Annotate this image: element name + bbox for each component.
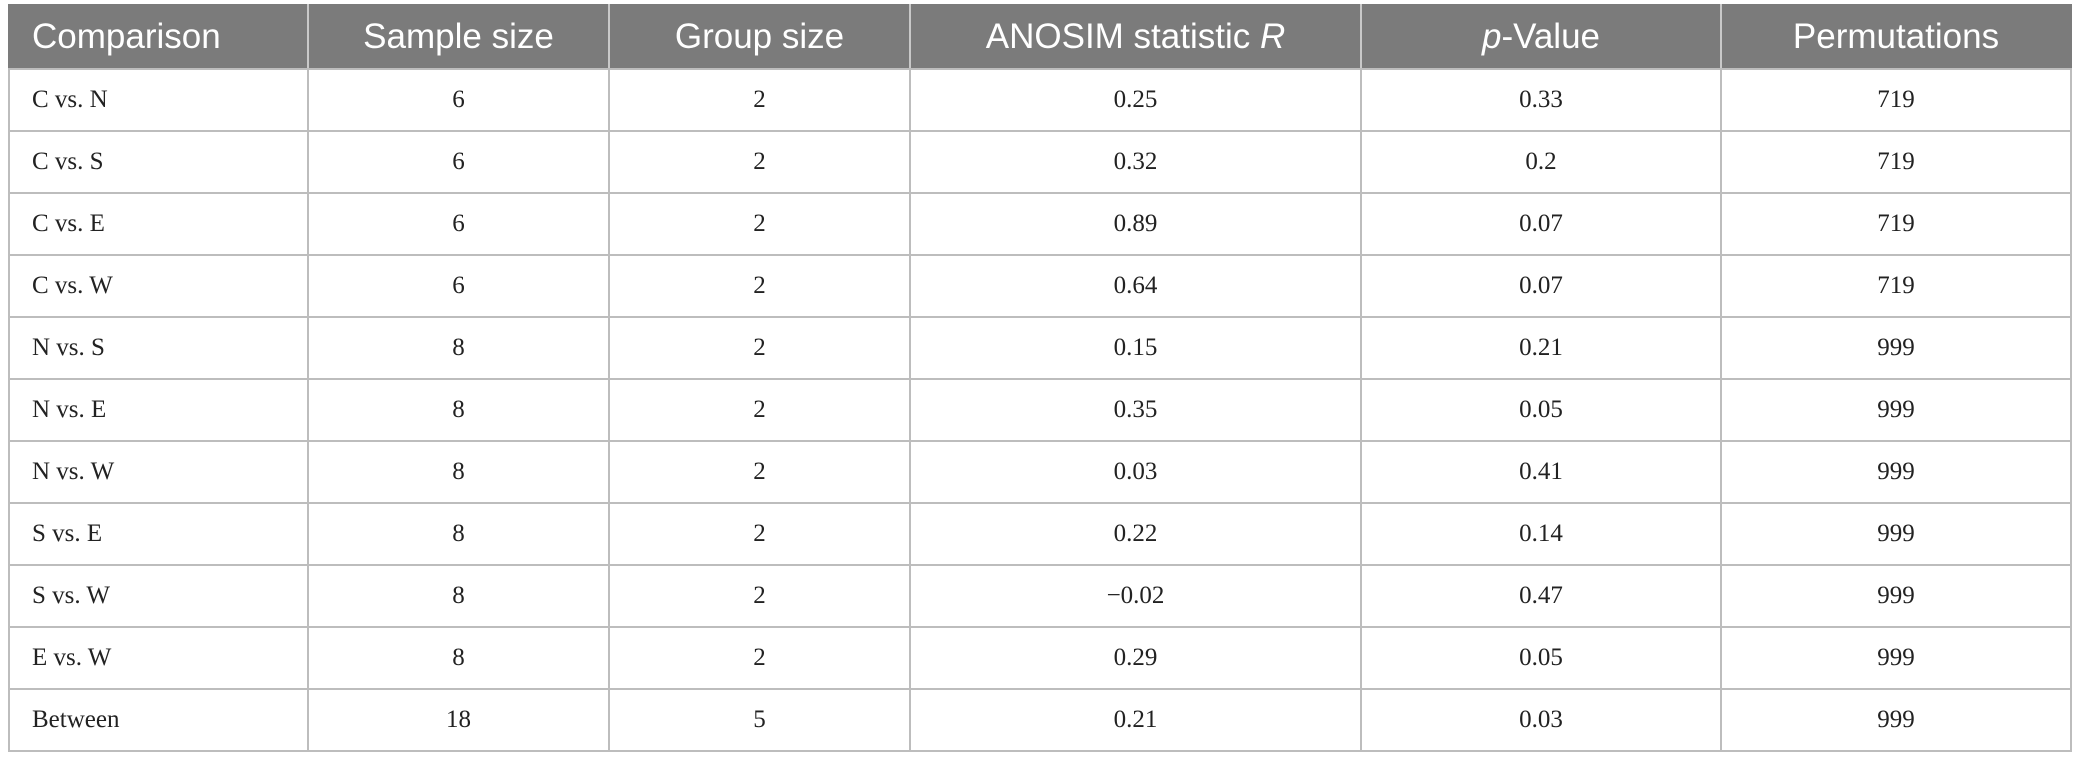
cell-sample-size: 6 bbox=[307, 192, 610, 256]
table-body: C vs. N 6 2 0.25 0.33 719 C vs. S 6 2 0.… bbox=[8, 68, 2072, 752]
cell-sample-size: 8 bbox=[307, 440, 610, 504]
cell-sample-size: 8 bbox=[307, 502, 610, 566]
cell-permutations: 999 bbox=[1720, 688, 2072, 752]
cell-permutations: 999 bbox=[1720, 626, 2072, 690]
cell-sample-size: 8 bbox=[307, 626, 610, 690]
cell-sample-size: 18 bbox=[307, 688, 610, 752]
cell-anosim-r: 0.29 bbox=[909, 626, 1362, 690]
cell-group-size: 2 bbox=[608, 378, 911, 442]
cell-group-size: 2 bbox=[608, 316, 911, 380]
cell-comparison: N vs. E bbox=[8, 378, 309, 442]
cell-p-value: 0.33 bbox=[1360, 68, 1722, 132]
cell-comparison: N vs. S bbox=[8, 316, 309, 380]
table-row: S vs. W 8 2 −0.02 0.47 999 bbox=[8, 564, 2072, 628]
cell-p-value: 0.41 bbox=[1360, 440, 1722, 504]
table-row: C vs. N 6 2 0.25 0.33 719 bbox=[8, 68, 2072, 132]
cell-group-size: 2 bbox=[608, 68, 911, 132]
cell-permutations: 999 bbox=[1720, 440, 2072, 504]
header-p-value-label: -Value bbox=[1501, 17, 1601, 56]
cell-p-value: 0.47 bbox=[1360, 564, 1722, 628]
cell-group-size: 2 bbox=[608, 502, 911, 566]
cell-sample-size: 6 bbox=[307, 130, 610, 194]
cell-comparison: E vs. W bbox=[8, 626, 309, 690]
cell-anosim-r: 0.22 bbox=[909, 502, 1362, 566]
cell-anosim-r: 0.89 bbox=[909, 192, 1362, 256]
header-row: Comparison Sample size Group size ANOSIM… bbox=[8, 4, 2072, 70]
cell-p-value: 0.21 bbox=[1360, 316, 1722, 380]
cell-p-value: 0.05 bbox=[1360, 626, 1722, 690]
cell-p-value: 0.05 bbox=[1360, 378, 1722, 442]
header-anosim-r: ANOSIM statistic R bbox=[909, 4, 1362, 70]
cell-sample-size: 8 bbox=[307, 316, 610, 380]
table-row: C vs. W 6 2 0.64 0.07 719 bbox=[8, 254, 2072, 318]
table-row: E vs. W 8 2 0.29 0.05 999 bbox=[8, 626, 2072, 690]
table-header: Comparison Sample size Group size ANOSIM… bbox=[8, 4, 2072, 70]
cell-p-value: 0.14 bbox=[1360, 502, 1722, 566]
cell-group-size: 2 bbox=[608, 130, 911, 194]
cell-p-value: 0.07 bbox=[1360, 192, 1722, 256]
anosim-results-table: Comparison Sample size Group size ANOSIM… bbox=[8, 4, 2072, 752]
cell-anosim-r: −0.02 bbox=[909, 564, 1362, 628]
cell-comparison: S vs. W bbox=[8, 564, 309, 628]
cell-sample-size: 8 bbox=[307, 564, 610, 628]
cell-group-size: 2 bbox=[608, 440, 911, 504]
cell-permutations: 999 bbox=[1720, 378, 2072, 442]
header-comparison: Comparison bbox=[8, 4, 309, 70]
cell-sample-size: 8 bbox=[307, 378, 610, 442]
header-permutations: Permutations bbox=[1720, 4, 2072, 70]
cell-anosim-r: 0.35 bbox=[909, 378, 1362, 442]
cell-p-value: 0.07 bbox=[1360, 254, 1722, 318]
cell-anosim-r: 0.25 bbox=[909, 68, 1362, 132]
cell-group-size: 2 bbox=[608, 254, 911, 318]
header-group-size: Group size bbox=[608, 4, 911, 70]
table-row: N vs. W 8 2 0.03 0.41 999 bbox=[8, 440, 2072, 504]
table-row: C vs. S 6 2 0.32 0.2 719 bbox=[8, 130, 2072, 194]
cell-anosim-r: 0.32 bbox=[909, 130, 1362, 194]
cell-permutations: 719 bbox=[1720, 130, 2072, 194]
cell-sample-size: 6 bbox=[307, 254, 610, 318]
cell-permutations: 719 bbox=[1720, 254, 2072, 318]
cell-anosim-r: 0.15 bbox=[909, 316, 1362, 380]
header-comparison-label: Comparison bbox=[32, 17, 221, 56]
header-sample-size-label: Sample size bbox=[363, 17, 554, 56]
header-p-value-symbol: p bbox=[1481, 17, 1502, 56]
header-permutations-label: Permutations bbox=[1792, 17, 2000, 56]
cell-group-size: 5 bbox=[608, 688, 911, 752]
table-row: N vs. S 8 2 0.15 0.21 999 bbox=[8, 316, 2072, 380]
table-row: S vs. E 8 2 0.22 0.14 999 bbox=[8, 502, 2072, 566]
cell-anosim-r: 0.21 bbox=[909, 688, 1362, 752]
cell-comparison: C vs. N bbox=[8, 68, 309, 132]
cell-group-size: 2 bbox=[608, 564, 911, 628]
cell-group-size: 2 bbox=[608, 626, 911, 690]
cell-anosim-r: 0.03 bbox=[909, 440, 1362, 504]
table-row: N vs. E 8 2 0.35 0.05 999 bbox=[8, 378, 2072, 442]
header-group-size-label: Group size bbox=[674, 17, 845, 56]
cell-p-value: 0.2 bbox=[1360, 130, 1722, 194]
cell-comparison: C vs. E bbox=[8, 192, 309, 256]
cell-permutations: 999 bbox=[1720, 502, 2072, 566]
cell-permutations: 719 bbox=[1720, 192, 2072, 256]
cell-comparison: C vs. W bbox=[8, 254, 309, 318]
cell-comparison: C vs. S bbox=[8, 130, 309, 194]
header-p-value: p-Value bbox=[1360, 4, 1722, 70]
cell-permutations: 999 bbox=[1720, 316, 2072, 380]
cell-comparison: N vs. W bbox=[8, 440, 309, 504]
header-sample-size: Sample size bbox=[307, 4, 610, 70]
cell-group-size: 2 bbox=[608, 192, 911, 256]
cell-comparison: Between bbox=[8, 688, 309, 752]
cell-sample-size: 6 bbox=[307, 68, 610, 132]
cell-permutations: 999 bbox=[1720, 564, 2072, 628]
cell-p-value: 0.03 bbox=[1360, 688, 1722, 752]
table-row: Between 18 5 0.21 0.03 999 bbox=[8, 688, 2072, 752]
header-anosim-r-label: ANOSIM statistic bbox=[985, 17, 1260, 56]
header-anosim-r-symbol: R bbox=[1259, 17, 1286, 56]
cell-permutations: 719 bbox=[1720, 68, 2072, 132]
cell-comparison: S vs. E bbox=[8, 502, 309, 566]
cell-anosim-r: 0.64 bbox=[909, 254, 1362, 318]
table-row: C vs. E 6 2 0.89 0.07 719 bbox=[8, 192, 2072, 256]
